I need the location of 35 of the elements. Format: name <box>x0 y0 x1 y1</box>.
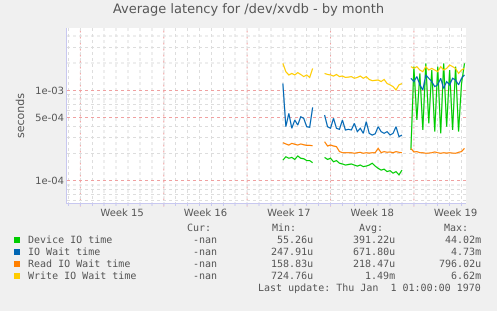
text: -nan <box>193 235 218 246</box>
text: -nan <box>193 271 218 282</box>
y-tick-label: 5e-04 <box>35 113 64 124</box>
text: Min: <box>272 223 296 234</box>
text: 55.26u <box>277 235 314 246</box>
text: Last update: Thu Jan 1 01:00:00 1970 <box>258 283 481 294</box>
legend-label: IO Wait time <box>28 247 100 258</box>
text: 6.62m <box>451 271 482 282</box>
text: Cur: <box>187 223 212 234</box>
text: 1.49m <box>365 271 396 282</box>
text: Avg: <box>359 223 384 234</box>
text: 247.91u <box>271 247 314 258</box>
legend-label: Read IO Wait time <box>28 259 130 270</box>
chart-title: Average latency for /dev/xvdb - by month <box>112 2 384 18</box>
y-tick-label: 1e-04 <box>35 176 64 188</box>
text: 158.83u <box>271 259 314 270</box>
x-tick-label: Week 15 <box>100 208 144 219</box>
x-tick-label: Week 16 <box>184 208 228 219</box>
text: Max: <box>444 223 468 234</box>
legend-label: Device IO time <box>28 235 112 246</box>
text: 796.02u <box>439 259 482 270</box>
text: 4.73m <box>451 247 482 258</box>
y-tick-label: 1e-03 <box>35 86 64 97</box>
x-tick-label: Week 19 <box>434 208 478 219</box>
legend-label: Write IO Wait time <box>28 271 136 282</box>
text: -nan <box>193 247 218 258</box>
text: -nan <box>193 259 218 270</box>
x-tick-label: Week 17 <box>267 208 310 219</box>
y-axis-title: seconds <box>14 92 27 138</box>
text: 218.47u <box>353 259 396 270</box>
text: 44.02m <box>445 235 482 246</box>
text: 724.76u <box>271 271 314 282</box>
x-tick-label: Week 18 <box>350 208 394 219</box>
text: 391.22u <box>353 235 396 246</box>
text: 671.80u <box>353 247 396 258</box>
